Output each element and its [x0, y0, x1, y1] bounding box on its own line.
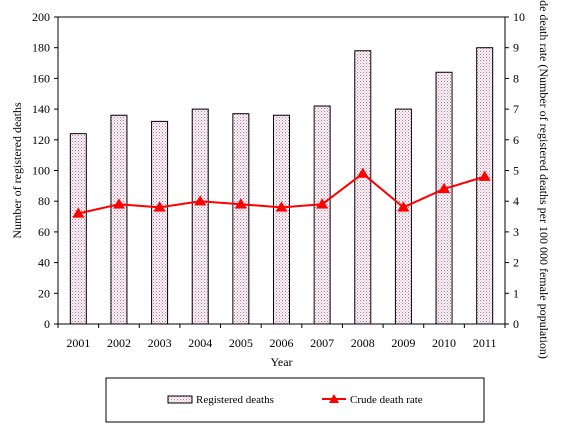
- x-tick-label: 2007: [310, 336, 334, 350]
- x-tick-label: 2011: [473, 336, 497, 350]
- legend-swatch-marker: [329, 394, 339, 403]
- bar-registered-deaths: [313, 105, 331, 325]
- x-tick-label: 2006: [270, 336, 294, 350]
- bar-registered-deaths: [476, 47, 494, 325]
- bar-registered-deaths: [110, 114, 128, 325]
- bar-registered-deaths: [191, 108, 209, 325]
- x-tick-label: 2002: [107, 336, 131, 350]
- y-right-tick-label: 3: [513, 225, 519, 239]
- y-tick-label: 200: [32, 10, 50, 24]
- y-tick-label: 40: [38, 256, 50, 270]
- y-tick-label: 20: [38, 286, 50, 300]
- bar-registered-deaths: [232, 113, 250, 325]
- x-tick-label: 2004: [188, 336, 212, 350]
- x-tick-label: 2003: [148, 336, 172, 350]
- point-crude-death-rate: [275, 201, 288, 212]
- bar-registered-deaths: [394, 108, 412, 325]
- bar-registered-deaths: [354, 50, 372, 325]
- x-axis-label: Year: [270, 355, 292, 369]
- y-right-tick-label: 10: [513, 10, 525, 24]
- y-tick-label: 80: [38, 194, 50, 208]
- x-tick-label: 2008: [351, 336, 375, 350]
- y-right-axis-label: Crude death rate (Number of registered d…: [537, 0, 551, 359]
- y-right-tick-label: 0: [513, 317, 519, 331]
- y-axis-label: Number of registered deaths: [10, 102, 24, 239]
- y-right-tick-label: 1: [513, 286, 519, 300]
- point-crude-death-rate: [316, 198, 329, 209]
- point-crude-death-rate: [153, 201, 166, 212]
- y-right-tick-label: 2: [513, 256, 519, 270]
- y-right-tick-label: 6: [513, 133, 519, 147]
- point-crude-death-rate: [438, 182, 451, 194]
- x-tick-label: 2001: [66, 336, 90, 350]
- y-tick-label: 100: [32, 164, 50, 178]
- x-tick-label: 2005: [229, 336, 253, 350]
- bar-registered-deaths: [151, 120, 169, 325]
- point-crude-death-rate: [478, 170, 491, 181]
- y-tick-label: 0: [44, 317, 50, 331]
- y-tick-label: 60: [38, 225, 50, 239]
- legend: Registered deaths Crude death rate: [105, 377, 485, 423]
- y-right-tick-label: 5: [513, 164, 519, 178]
- point-crude-death-rate: [112, 198, 125, 209]
- y-tick-label: 120: [32, 133, 50, 147]
- bar-registered-deaths: [69, 133, 87, 325]
- y-right-tick-label: 7: [513, 102, 519, 116]
- point-crude-death-rate: [194, 195, 207, 206]
- legend-box: [105, 377, 485, 423]
- legend-label-crude-death-rate: Crude death rate: [350, 394, 423, 406]
- y-right-tick-label: 4: [513, 194, 519, 208]
- legend-label-registered-deaths: Registered deaths: [196, 394, 274, 406]
- point-crude-death-rate: [234, 198, 247, 209]
- y-tick-label: 180: [32, 41, 50, 55]
- legend-swatch-registered-deaths: [167, 395, 193, 404]
- plot-area: 0 20 40 60 80 100 120 140 160 180 200 0 1 2 3 4 5 6 7 8 9 10 2…: [10, 0, 551, 369]
- bar-registered-deaths: [435, 71, 453, 325]
- x-tick-label: 2010: [432, 336, 456, 350]
- point-crude-death-rate: [397, 201, 410, 212]
- point-crude-death-rate: [72, 207, 85, 218]
- y-right-tick-label: 9: [513, 41, 519, 55]
- bar-registered-deaths: [273, 114, 290, 325]
- y-tick-label: 140: [32, 102, 50, 116]
- y-right-tick-label: 8: [513, 71, 519, 85]
- x-tick-label: 2009: [391, 336, 415, 350]
- point-crude-death-rate: [356, 167, 369, 178]
- y-tick-label: 160: [32, 71, 50, 85]
